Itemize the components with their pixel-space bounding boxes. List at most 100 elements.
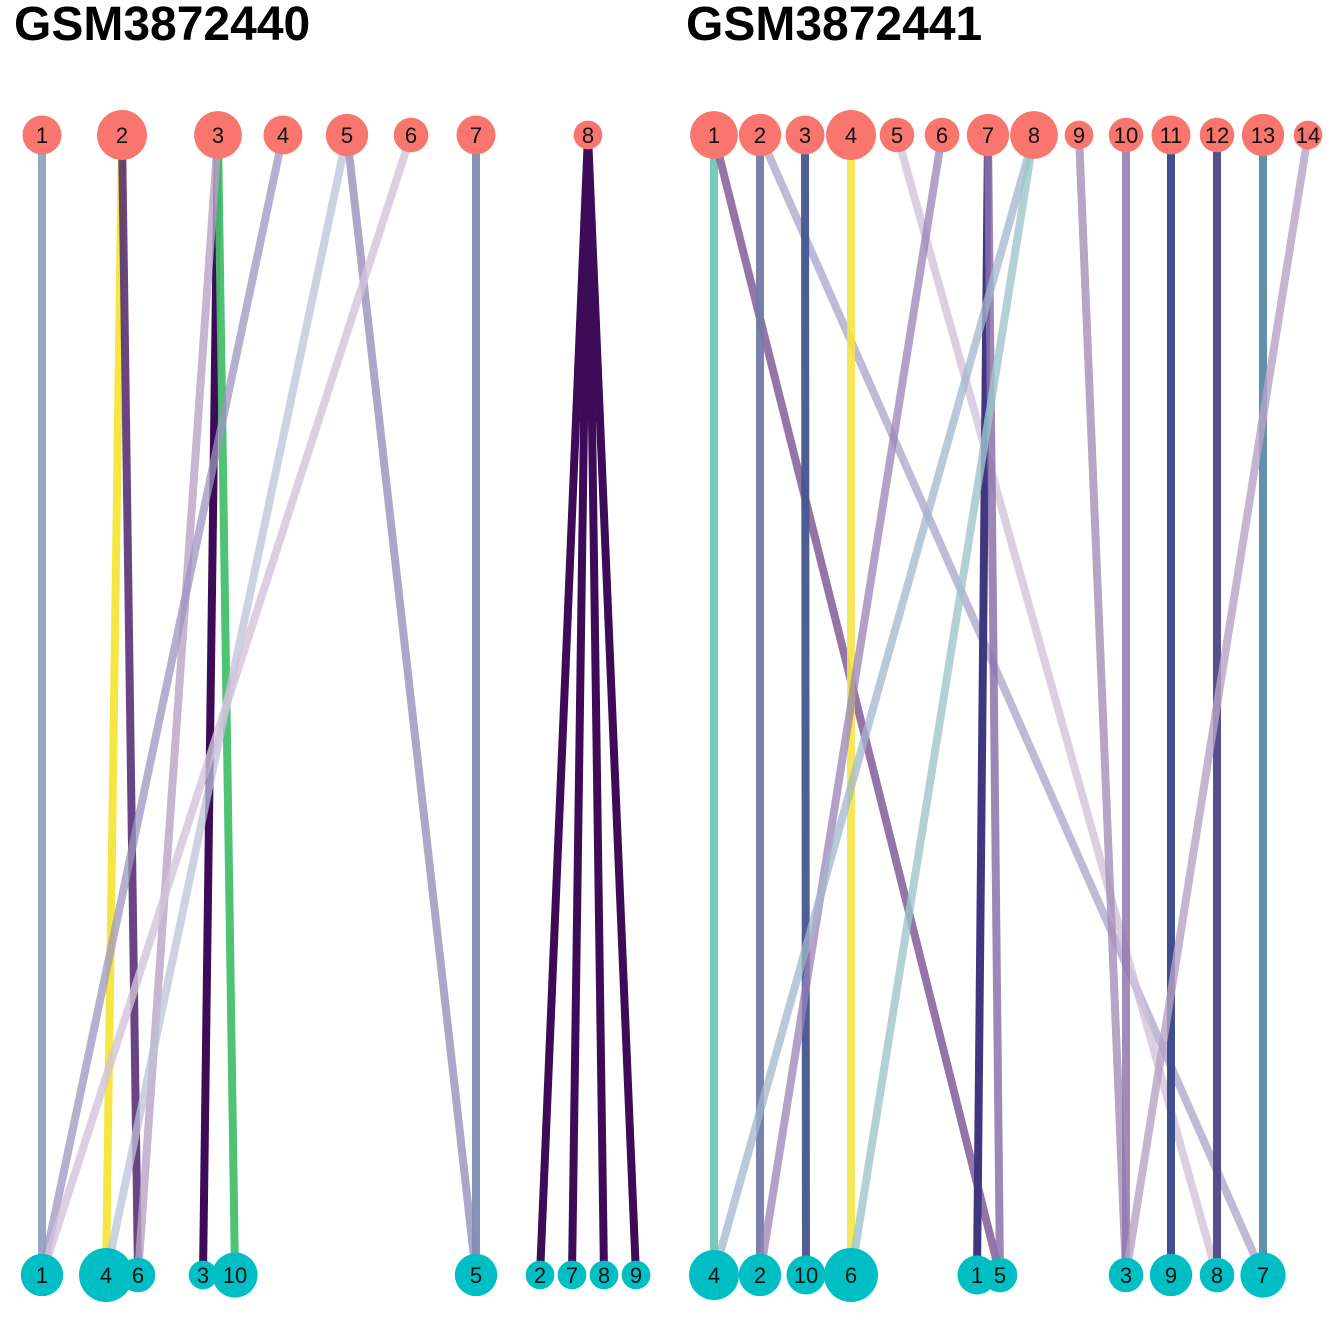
edge-8-to-6: [847, 134, 1038, 1276]
top-node-label: 7: [470, 123, 482, 148]
bottom-node-6: [824, 1248, 878, 1302]
top-node-9: [1064, 120, 1094, 150]
bottom-node-label: 7: [1257, 1263, 1269, 1288]
top-node-label: 13: [1251, 123, 1275, 148]
bottom-node-8: [1199, 1257, 1235, 1293]
bottom-node-label: 5: [994, 1263, 1006, 1288]
top-node-label: 14: [1296, 123, 1320, 148]
edge-6-to-2: [756, 134, 946, 1276]
top-node-4: [263, 115, 303, 155]
top-node-3: [785, 115, 825, 155]
bottom-node-label: 8: [1211, 1263, 1223, 1288]
top-node-label: 9: [1073, 123, 1085, 148]
bottom-node-label: 8: [598, 1263, 610, 1288]
node-layer: 1 2 3 4 5 6 7 8 9 10 11 12 13 144 2 10 6 1 5 3 9 8 7: [689, 110, 1323, 1302]
top-node-1: [22, 115, 62, 155]
top-node-label: 2: [754, 123, 766, 148]
top-node-label: 3: [212, 123, 224, 148]
bottom-node-label: 10: [794, 1263, 818, 1288]
bottom-node-label: 1: [36, 1263, 48, 1288]
top-node-6: [393, 117, 429, 153]
top-node-label: 5: [341, 123, 353, 148]
edge-5-to-5: [343, 134, 480, 1276]
top-node-label: 4: [845, 123, 857, 148]
top-node-label: 8: [1028, 123, 1040, 148]
panel-title: GSM3872441: [686, 0, 982, 51]
bottom-node-label: 9: [1165, 1263, 1177, 1288]
bottom-node-9: [1149, 1253, 1193, 1297]
node-layer: 1 2 3 4 5 6 7 81 4 6 3 10 5 2 7 8 9: [20, 110, 651, 1302]
bottom-node-3: [188, 1260, 218, 1290]
edge-5-to-8: [893, 133, 1221, 1277]
top-node-4: [826, 110, 876, 160]
edge-layer: [38, 133, 640, 1277]
edge-8-to-8: [584, 134, 608, 1276]
bottom-node-6: [120, 1257, 156, 1293]
top-node-label: 5: [891, 123, 903, 148]
edge-6-to-1: [38, 133, 415, 1277]
bottom-node-1: [20, 1253, 64, 1297]
edge-2-to-4: [102, 134, 126, 1276]
top-node-label: 11: [1160, 123, 1183, 148]
edge-2-to-7: [756, 133, 1267, 1277]
edge-3-to-10: [801, 134, 810, 1276]
edge-8-to-4: [710, 133, 1038, 1277]
panel-gsm3872440: GSM3872440 1 2 3 4 5 6 7 81 4 6 3 10 5 2 7 8 9: [14, 0, 651, 1302]
edge-layer: [710, 133, 1312, 1277]
top-node-label: 2: [116, 123, 128, 148]
panel-title: GSM3872440: [14, 0, 310, 51]
edge-8-to-2: [536, 134, 592, 1276]
edge-2-to-6: [118, 134, 142, 1276]
top-node-7: [456, 115, 496, 155]
top-node-1: [690, 111, 738, 159]
edge-9-to-3: [1075, 134, 1130, 1276]
bottom-node-label: 5: [470, 1263, 482, 1288]
bottom-node-label: 6: [845, 1263, 857, 1288]
bottom-node-label: 1: [971, 1263, 983, 1288]
top-node-2: [738, 113, 782, 157]
top-node-label: 12: [1205, 123, 1229, 148]
bottom-node-5: [454, 1253, 498, 1297]
bottom-node-2: [738, 1253, 782, 1297]
edge-4-to-1: [38, 134, 287, 1276]
top-node-label: 7: [982, 123, 994, 148]
bottom-node-label: 3: [1120, 1263, 1132, 1288]
edge-3-to-3: [199, 134, 222, 1276]
top-node-label: 10: [1114, 123, 1138, 148]
bottom-node-label: 4: [100, 1263, 112, 1288]
top-node-label: 8: [582, 123, 594, 148]
panel-gsm3872441: GSM3872441 1 2 3 4 5 6 7 8 9 10 11 12 13 144 2 10 6 1 5 3 9 8…: [686, 0, 1323, 1302]
top-node-11: [1151, 115, 1191, 155]
bottom-node-4: [79, 1248, 133, 1302]
bottom-node-label: 3: [197, 1263, 209, 1288]
top-node-7: [966, 113, 1010, 157]
bottom-node-7: [557, 1260, 587, 1290]
bottom-node-label: 2: [754, 1263, 766, 1288]
top-node-label: 6: [936, 123, 948, 148]
top-node-2: [97, 110, 147, 160]
top-node-12: [1199, 117, 1235, 153]
top-node-8: [573, 120, 603, 150]
bottom-node-10: [786, 1255, 826, 1295]
edge-8-to-9: [584, 134, 640, 1276]
top-node-label: 1: [708, 123, 720, 148]
bottom-node-4: [689, 1250, 739, 1300]
top-node-8: [1010, 111, 1058, 159]
top-node-label: 4: [277, 123, 289, 148]
bottom-node-label: 10: [223, 1263, 247, 1288]
top-node-5: [879, 117, 915, 153]
bottom-node-2: [525, 1260, 555, 1290]
edge-14-to-3: [1122, 134, 1312, 1276]
bottom-node-label: 2: [534, 1263, 546, 1288]
top-node-14: [1293, 120, 1323, 150]
bottom-node-8: [589, 1260, 619, 1290]
bottom-node-label: 9: [630, 1263, 642, 1288]
bottom-node-5: [982, 1257, 1018, 1293]
top-node-13: [1241, 113, 1285, 157]
bottom-node-label: 4: [708, 1263, 720, 1288]
top-node-10: [1108, 117, 1144, 153]
bottom-node-label: 7: [566, 1263, 578, 1288]
bottom-node-7: [1240, 1252, 1286, 1298]
top-node-label: 6: [405, 123, 417, 148]
